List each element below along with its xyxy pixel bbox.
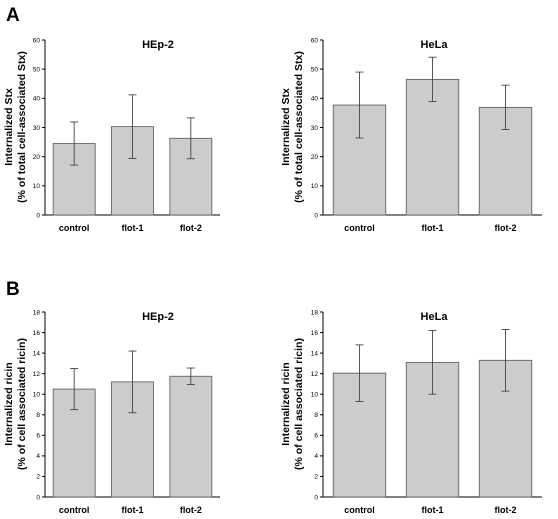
y-tick-label: 12 <box>33 371 41 378</box>
y-tick-label: 40 <box>33 96 41 103</box>
y-tick-label: 14 <box>33 350 41 357</box>
y-tick-label: 6 <box>36 433 40 440</box>
chart-2: HEp-2 Internalized ricin(% of cell associ… <box>3 309 220 515</box>
x-category-label: flot-2 <box>495 223 517 233</box>
y-axis-label: Internalized ricin(% of cell associated … <box>280 338 305 470</box>
x-category-label: flot-1 <box>122 505 144 515</box>
y-tick-label: 0 <box>314 212 318 219</box>
y-axis-label-line-1: Internalized Stx <box>280 88 292 166</box>
y-tick-label: 30 <box>33 125 41 132</box>
y-tick-label: 2 <box>36 474 40 481</box>
y-tick-label: 50 <box>311 66 319 73</box>
x-category-label: control <box>344 223 375 233</box>
y-tick-label: 8 <box>36 412 40 419</box>
y-tick-label: 10 <box>311 183 319 190</box>
y-tick-label: 6 <box>314 433 318 440</box>
chart-0: HEp-2 Internalized Stx(% of total cell-as… <box>3 37 220 233</box>
y-tick-label: 18 <box>33 309 41 316</box>
y-tick-label: 60 <box>33 37 41 44</box>
y-tick-label: 0 <box>314 494 318 501</box>
y-tick-label: 10 <box>33 392 41 399</box>
x-category-label: control <box>59 223 90 233</box>
y-tick-label: 0 <box>36 494 40 501</box>
y-tick-label: 40 <box>311 96 319 103</box>
y-tick-label: 4 <box>314 453 318 460</box>
chart-title: HEp-2 <box>142 39 174 51</box>
chart-title: HeLa <box>421 39 449 51</box>
y-axis-label-line-1: Internalized ricin <box>3 362 15 445</box>
x-category-label: flot-2 <box>495 505 517 515</box>
x-category-label: flot-1 <box>422 505 444 515</box>
chart-title: HeLa <box>421 311 449 323</box>
y-tick-label: 60 <box>311 37 319 44</box>
x-category-label: flot-1 <box>422 223 444 233</box>
y-tick-label: 10 <box>311 392 319 399</box>
y-tick-label: 10 <box>33 183 41 190</box>
x-category-label: flot-1 <box>122 223 144 233</box>
y-axis-label-line-2: (% of cell associated ricin) <box>16 338 28 470</box>
y-axis-label-line-1: Internalized ricin <box>280 362 292 445</box>
panel-letter-b: B <box>6 279 20 300</box>
y-tick-label: 2 <box>314 474 318 481</box>
x-category-label: flot-2 <box>180 505 202 515</box>
y-axis-label: Internalized Stx(% of total cell-associa… <box>280 51 305 203</box>
chart-1: HeLa Internalized Stx(% of total cell-ass… <box>280 37 542 233</box>
y-tick-label: 50 <box>33 66 41 73</box>
y-tick-label: 14 <box>311 350 319 357</box>
y-tick-label: 20 <box>311 154 319 161</box>
chart-3: HeLa Internalized ricin(% of cell associa… <box>280 309 542 515</box>
y-tick-label: 8 <box>314 412 318 419</box>
y-tick-label: 16 <box>33 330 41 337</box>
y-axis-label-line-2: (% of cell associated ricin) <box>293 338 305 470</box>
x-category-label: control <box>59 505 90 515</box>
bar <box>169 375 213 498</box>
y-axis-label-line-2: (% of total cell-associated Stx) <box>16 51 28 203</box>
y-axis-label-line-2: (% of total cell-associated Stx) <box>293 51 305 203</box>
y-axis-label-line-1: Internalized Stx <box>3 88 15 166</box>
y-axis-label: Internalized Stx(% of total cell-associa… <box>3 51 28 203</box>
y-tick-label: 4 <box>36 453 40 460</box>
x-category-label: control <box>344 505 375 515</box>
x-category-label: flot-2 <box>180 223 202 233</box>
panel-letter-a: A <box>6 5 20 26</box>
y-tick-label: 12 <box>311 371 319 378</box>
y-tick-label: 20 <box>33 154 41 161</box>
y-tick-label: 16 <box>311 330 319 337</box>
y-tick-label: 18 <box>311 309 319 316</box>
y-tick-label: 30 <box>311 125 319 132</box>
chart-title: HEp-2 <box>142 311 174 323</box>
y-axis-label: Internalized ricin(% of cell associated … <box>3 338 28 470</box>
y-tick-label: 0 <box>36 212 40 219</box>
